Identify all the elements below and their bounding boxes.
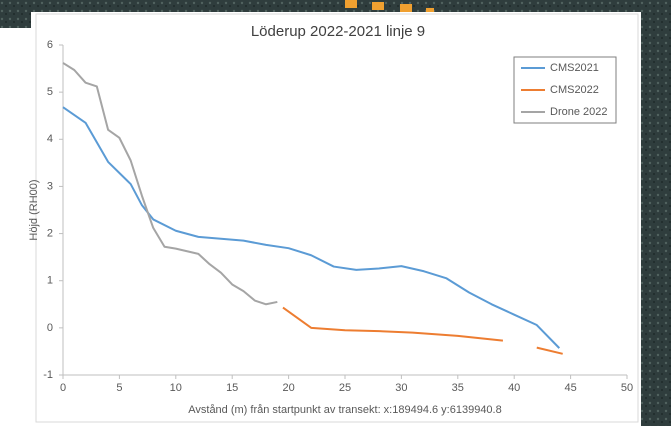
y-tick-label: -1 [43, 369, 53, 381]
x-tick-label: 30 [395, 382, 407, 394]
x-tick-label: 50 [621, 382, 633, 394]
y-axis-label: Höjd (RH00) [28, 179, 40, 240]
x-tick-label: 20 [282, 382, 294, 394]
x-tick-label: 0 [60, 382, 66, 394]
chart-title: Löderup 2022-2021 linje 9 [251, 23, 425, 40]
x-tick-label: 10 [170, 382, 182, 394]
x-tick-label: 5 [116, 382, 122, 394]
x-tick-label: 15 [226, 382, 238, 394]
line-series [62, 106, 561, 349]
legend-label: CMS2021 [550, 62, 599, 74]
decoration [372, 2, 384, 10]
decoration [345, 0, 357, 8]
x-axis-label: Avstånd (m) från startpunkt av transekt:… [188, 404, 501, 416]
x-tick-label: 35 [452, 382, 464, 394]
y-tick-label: 0 [47, 322, 53, 334]
line-series [62, 62, 278, 306]
legend-label: Drone 2022 [550, 106, 608, 118]
decoration [400, 4, 412, 13]
line-series [282, 306, 563, 355]
y-tick-label: 5 [47, 86, 53, 98]
chart-border [35, 13, 639, 423]
legend-label: CMS2022 [550, 84, 599, 96]
x-tick-label: 45 [564, 382, 576, 394]
x-tick-label: 25 [339, 382, 351, 394]
y-tick-label: 2 [47, 227, 53, 239]
y-tick-label: 4 [47, 133, 53, 145]
y-tick-label: 1 [47, 275, 53, 287]
y-tick-label: 3 [47, 180, 53, 192]
panel [0, 28, 31, 426]
x-tick-label: 40 [508, 382, 520, 394]
y-tick-label: 6 [47, 39, 53, 51]
